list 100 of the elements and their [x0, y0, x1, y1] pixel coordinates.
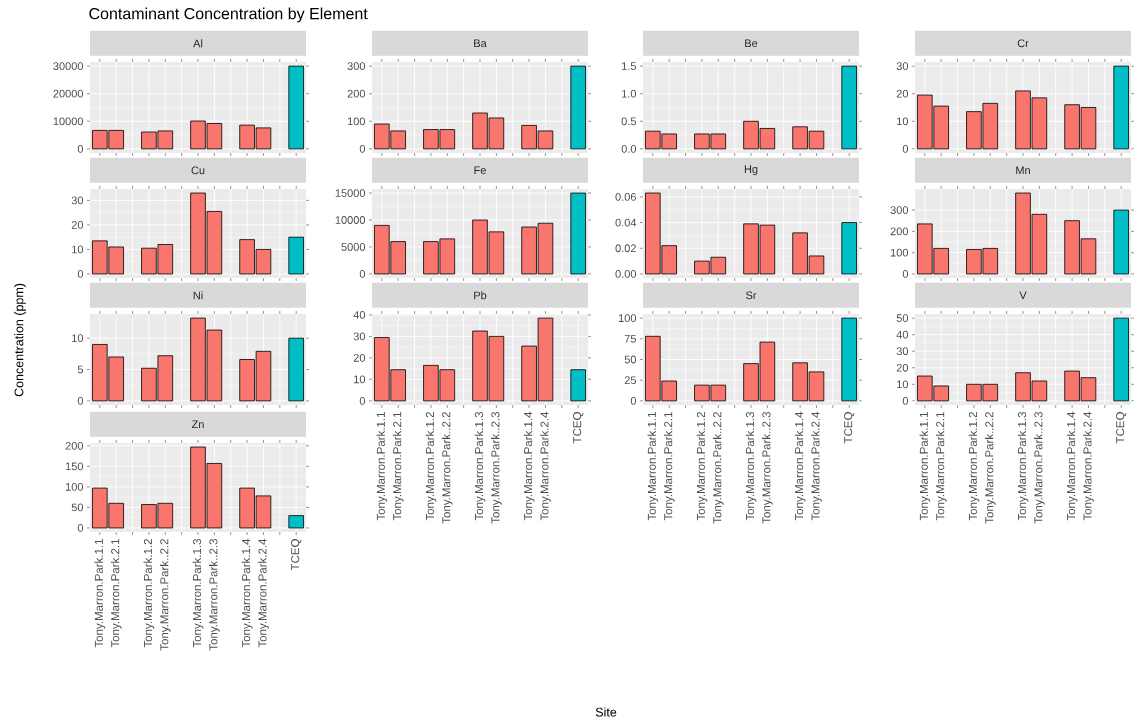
y-tick-label: 0	[902, 144, 909, 153]
y-tick-label: 100	[347, 117, 366, 126]
chart-title: Cu	[191, 166, 205, 175]
x-tick-label: TCEQ	[573, 412, 584, 444]
x-tick-label: Tony.Marron.Park.1.4	[241, 538, 253, 648]
x-tick-label: TCEQ	[844, 412, 855, 444]
y-tick-label: 50	[71, 503, 84, 512]
y-tick-label: 0.06	[615, 193, 636, 201]
x-tick-label: Tony.Marron.Park..2.3	[762, 412, 773, 524]
y-tick-label: 300	[347, 62, 366, 71]
x-tick-label: Tony.Marron.Park..2.3	[1034, 412, 1045, 524]
y-tick-label: 10	[897, 380, 909, 389]
bar	[1113, 65, 1129, 150]
bar	[570, 369, 586, 402]
y-tick-label: 25	[624, 376, 636, 385]
x-tick-label: Tony.Marron.Park.2.1	[663, 412, 675, 521]
chart-title: Ba	[474, 39, 487, 48]
x-tick-label: Tony.Marron.Park.1.3	[474, 412, 486, 521]
x-tick-label: Tony.Marron.Park.2.4	[540, 411, 551, 521]
chart-title: Hg	[744, 165, 758, 176]
y-tick-label: 75	[624, 334, 636, 343]
y-tick-label: 200	[890, 227, 909, 236]
bar	[288, 515, 304, 529]
y-tick-label: 0	[77, 524, 84, 532]
x-tick-label: Tony.Marron.Park.2.1	[935, 412, 947, 521]
x-tick-label: Tony.Marron.Park.2.4	[811, 411, 822, 521]
y-tick-label: 1.0	[622, 89, 637, 98]
x-tick-label: Tony.Marron.Park.2.1	[110, 539, 122, 648]
x-axis-title: Site	[595, 707, 617, 717]
chart-title: Be	[745, 39, 758, 48]
x-tick-label: Tony.Marron.Park.1.4	[1066, 411, 1078, 521]
bar	[288, 236, 304, 275]
y-tick-label: 30000	[53, 62, 84, 71]
x-tick-label: Tony.Marron.Park.1.2	[143, 539, 155, 648]
x-tick-label: Tony.Marron.Park..2.2	[712, 412, 724, 524]
bar	[288, 337, 304, 402]
y-tick-label: 50	[896, 314, 909, 323]
y-tick-label: 30	[896, 347, 909, 356]
y-tick-label: 10000	[53, 117, 84, 126]
y-tick-label: 50	[624, 355, 637, 364]
bar	[841, 222, 857, 275]
chart-title: Sr	[746, 291, 757, 300]
y-tick-label: 15000	[335, 189, 366, 197]
x-tick-label: Tony.Marron.Park.1.1	[919, 412, 931, 521]
text: Contaminant Concentration by Element	[89, 7, 368, 23]
y-tick-label: 30	[71, 196, 84, 205]
x-tick-label: Tony.Marron.Park.1.2	[425, 412, 437, 521]
chart-title: Al	[193, 39, 203, 48]
y-tick-label: 10	[897, 117, 909, 126]
y-tick-label: 0	[630, 396, 637, 405]
y-tick-label: 10	[72, 334, 84, 343]
x-tick-label: Tony.Marron.Park..2.3	[209, 539, 220, 651]
y-tick-label: 200	[65, 441, 84, 450]
x-tick-label: Tony.Marron.Park.1.2	[968, 412, 980, 521]
x-tick-label: Tony.Marron.Park..2.2	[984, 412, 996, 524]
bar	[841, 317, 857, 402]
y-tick-label: 0.5	[621, 117, 636, 126]
chart-title: Ni	[193, 291, 203, 300]
bar	[570, 192, 586, 275]
y-tick-label: 0.02	[615, 244, 636, 253]
x-tick-label: Tony.Marron.Park.1.4	[523, 411, 535, 521]
chart-title: V	[1019, 291, 1027, 300]
chart-title: Zn	[191, 420, 204, 429]
x-tick-label: Tony.Marron.Park..2.2	[159, 539, 171, 651]
y-tick-label: 20	[896, 363, 909, 372]
y-tick-label: 5000	[341, 243, 366, 251]
bar	[1113, 317, 1129, 402]
y-tick-label: 0	[77, 270, 84, 278]
y-tick-label: 300	[890, 206, 909, 214]
x-tick-label: Tony.Marron.Park.1.3	[1017, 412, 1029, 521]
x-tick-label: Tony.Marron.Park.1.1	[647, 412, 659, 521]
y-tick-label: 40	[896, 330, 909, 339]
bar	[841, 65, 857, 150]
y-tick-label: 0	[359, 270, 366, 278]
x-tick-label: Tony.Marron.Park.1.3	[745, 412, 757, 521]
y-tick-label: 20	[896, 89, 909, 98]
y-tick-label: 10000	[335, 216, 366, 224]
y-tick-label: 0	[77, 396, 84, 405]
y-tick-label: 150	[65, 462, 84, 471]
bar	[570, 65, 586, 150]
x-tick-label: Tony.Marron.Park..2.2	[441, 412, 453, 524]
y-tick-label: 0	[359, 144, 366, 153]
y-tick-label: 100	[65, 482, 84, 491]
y-tick-label: 0	[77, 144, 84, 153]
y-tick-label: 0.04	[615, 218, 637, 227]
y-tick-label: 0	[902, 270, 909, 278]
bar	[1113, 209, 1129, 275]
x-tick-label: TCEQ	[1116, 412, 1127, 444]
y-axis-title: Concentration (ppm)	[14, 283, 26, 397]
bar	[288, 65, 304, 150]
y-tick-label: 20	[353, 353, 366, 362]
y-tick-label: 100	[890, 248, 909, 257]
y-tick-label: 30	[896, 62, 909, 71]
y-tick-label: 5	[77, 365, 83, 374]
y-tick-label: 100	[618, 314, 637, 323]
x-tick-label: Tony.Marron.Park.2.1	[392, 412, 404, 521]
y-tick-label: 0	[902, 396, 909, 405]
y-tick-label: 20000	[53, 89, 84, 98]
x-tick-label: Tony.Marron.Park.2.4	[258, 538, 269, 648]
y-tick-label: 40	[353, 311, 366, 319]
